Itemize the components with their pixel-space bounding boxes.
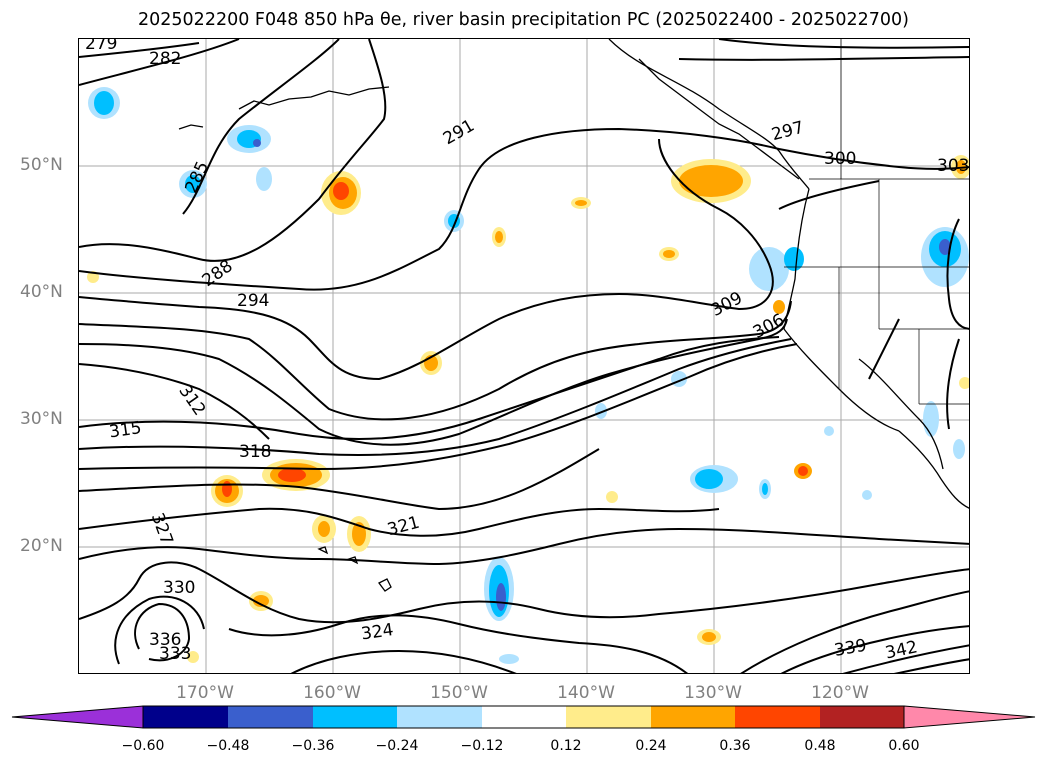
colorbar-segment xyxy=(566,706,651,728)
lon-label-140w: 140°W xyxy=(557,683,615,703)
lat-label-50n: 50°N xyxy=(20,155,63,175)
contour-label: 282 xyxy=(149,49,181,69)
colorbar-segment xyxy=(143,706,228,728)
lat-label-30n: 30°N xyxy=(20,409,63,429)
coastlines xyxy=(178,39,969,592)
colorbar-extend-low xyxy=(11,705,144,729)
contour-label: 327 xyxy=(147,510,177,547)
colorbar-segment xyxy=(313,706,397,728)
colorbar-extend-high xyxy=(903,705,1036,729)
colorbar-tick: 0.48 xyxy=(804,738,836,754)
contour-label: 288 xyxy=(199,256,237,291)
colorbar-tick: 0.36 xyxy=(719,738,751,754)
colorbar-tick: 0.12 xyxy=(550,738,582,754)
contour-label: 330 xyxy=(163,578,195,598)
colorbar-segment xyxy=(820,706,904,728)
contour-label: 312 xyxy=(174,381,209,419)
contour-label: 342 xyxy=(884,637,920,663)
colorbar-segment xyxy=(228,706,313,728)
colorbar-segment xyxy=(482,706,566,728)
colorbar-tick: 0.24 xyxy=(635,738,667,754)
colorbar-tick: −0.60 xyxy=(121,738,165,754)
contour-label: 315 xyxy=(108,418,143,442)
map-canvas: 279 282 285 288 291 294 297 300 303 306 … xyxy=(79,39,969,673)
contour-label: 300 xyxy=(824,149,856,169)
colorbar-tick: −0.24 xyxy=(375,738,419,754)
lon-label-160w: 160°W xyxy=(303,683,361,703)
map-title: 2025022200 F048 850 hPa θe, river basin … xyxy=(138,10,909,30)
lon-label-170w: 170°W xyxy=(176,683,234,703)
contour-label: 333 xyxy=(159,644,191,664)
colorbar-tick: −0.36 xyxy=(291,738,335,754)
colorbar-segment xyxy=(651,706,735,728)
colorbar-segment xyxy=(735,706,820,728)
contour-labels: 279 282 285 288 291 294 297 300 303 306 … xyxy=(85,39,969,664)
contour-label: 318 xyxy=(239,442,271,462)
colorbar-tick: −0.12 xyxy=(460,738,504,754)
contour-label: 285 xyxy=(181,158,213,196)
map-panel[interactable]: 279 282 285 288 291 294 297 300 303 306 … xyxy=(78,38,970,674)
contour-label: 291 xyxy=(440,116,478,150)
lon-label-150w: 150°W xyxy=(430,683,488,703)
contour-label: 336 xyxy=(149,630,181,650)
colorbar-segment xyxy=(397,706,482,728)
contour-label: 339 xyxy=(833,636,868,661)
lat-label-40n: 40°N xyxy=(20,282,63,302)
lat-label-20n: 20°N xyxy=(20,536,63,556)
lon-label-120w: 120°W xyxy=(811,683,869,703)
precip-shading xyxy=(87,87,969,664)
colorbar-tick: −0.48 xyxy=(206,738,250,754)
lon-label-130w: 130°W xyxy=(684,683,742,703)
state-borders xyxy=(784,39,969,405)
contour-label: 279 xyxy=(85,39,117,54)
colorbar-tick: 0.60 xyxy=(888,738,920,754)
colorbar xyxy=(11,705,1036,729)
contour-label: 303 xyxy=(937,156,969,176)
contour-label: 297 xyxy=(770,118,807,146)
contour-label: 294 xyxy=(237,291,269,311)
theta-e-contours xyxy=(79,39,969,673)
contour-label: 324 xyxy=(360,620,395,644)
